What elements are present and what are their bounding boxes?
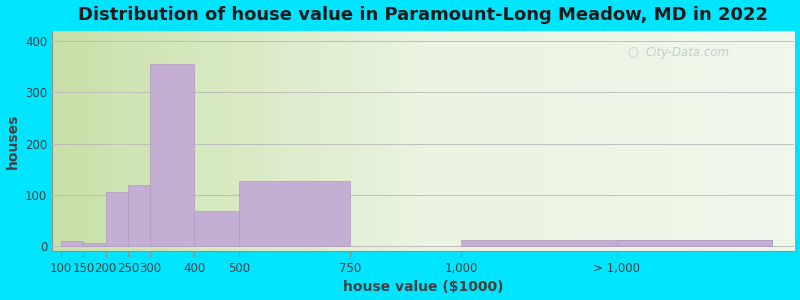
Bar (150, 64, 194, 246)
Bar (83, 243, 106, 246)
Y-axis label: houses: houses (6, 113, 19, 169)
Bar (617, 240, 772, 246)
Bar (194, 212, 239, 246)
Bar (128, 185, 150, 246)
Title: Distribution of house value in Paramount-Long Meadow, MD in 2022: Distribution of house value in Paramount… (78, 6, 768, 24)
Text: ○: ○ (627, 46, 638, 59)
Bar (61, 241, 83, 246)
Bar (461, 240, 772, 246)
X-axis label: house value ($1000): house value ($1000) (343, 280, 503, 294)
Bar (239, 181, 350, 246)
Bar (106, 192, 128, 246)
Text: City-Data.com: City-Data.com (646, 46, 730, 59)
